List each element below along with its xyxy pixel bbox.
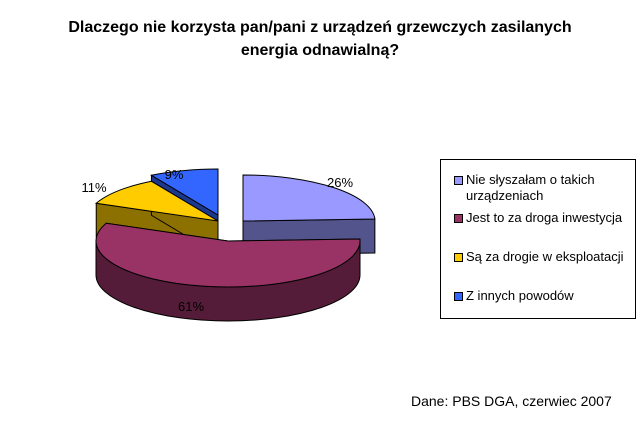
chart-title-line-1: Dlaczego nie korzysta pan/pani z urządze… — [68, 19, 572, 36]
pie-slice-sa-za-drogie-w-eksploatacji — [95, 180, 219, 222]
legend-label-za-drogie-w-eksploatacji: Są za drogie w eksploatacji — [466, 249, 624, 264]
chart-title: Dlaczego nie korzysta pan/pani z urządze… — [40, 16, 600, 62]
data-label-sa-za-drogie-w-eksploatacji: 11% — [81, 180, 106, 195]
legend-label-za-droga-inwestycja: Jest to za droga inwestycja — [466, 210, 623, 225]
data-label-nie-slyszalam-o-takich-urzadze: 26% — [327, 175, 353, 190]
legend-label-line: Nie słyszałam o takich — [466, 172, 595, 187]
legend: Nie słyszałam o takich urządzeniach Jest… — [440, 159, 636, 319]
pie-slice-jest-to-za-droga-inwestycja — [95, 222, 361, 288]
data-label-jest-to-za-droga-inwestycja: 61% — [178, 299, 204, 314]
legend-label-z-innych-powodow: Z innych powodów — [466, 288, 574, 303]
pie-slice-z-innych-powodow — [150, 168, 219, 216]
pie-slice-nie-slyszalam-o-takich-urzadze — [242, 174, 376, 222]
chart-title-line-2: energia odnawialną? — [240, 42, 400, 59]
legend-label-line: urządzeniach — [466, 188, 544, 203]
legend-swatch-za-droga-inwestycja — [454, 214, 463, 223]
data-label-z-innych-powodow: 9% — [165, 167, 184, 182]
source-note: Dane: PBS DGA, czerwiec 2007 — [411, 393, 612, 409]
legend-swatch-nie-slyszalam — [454, 176, 463, 185]
legend-swatch-za-drogie-w-eksploatacji — [454, 253, 463, 262]
legend-label-nie-slyszalam: Nie słyszałam o takich urządzeniach — [466, 172, 595, 204]
legend-swatch-z-innych-powodow — [454, 292, 463, 301]
